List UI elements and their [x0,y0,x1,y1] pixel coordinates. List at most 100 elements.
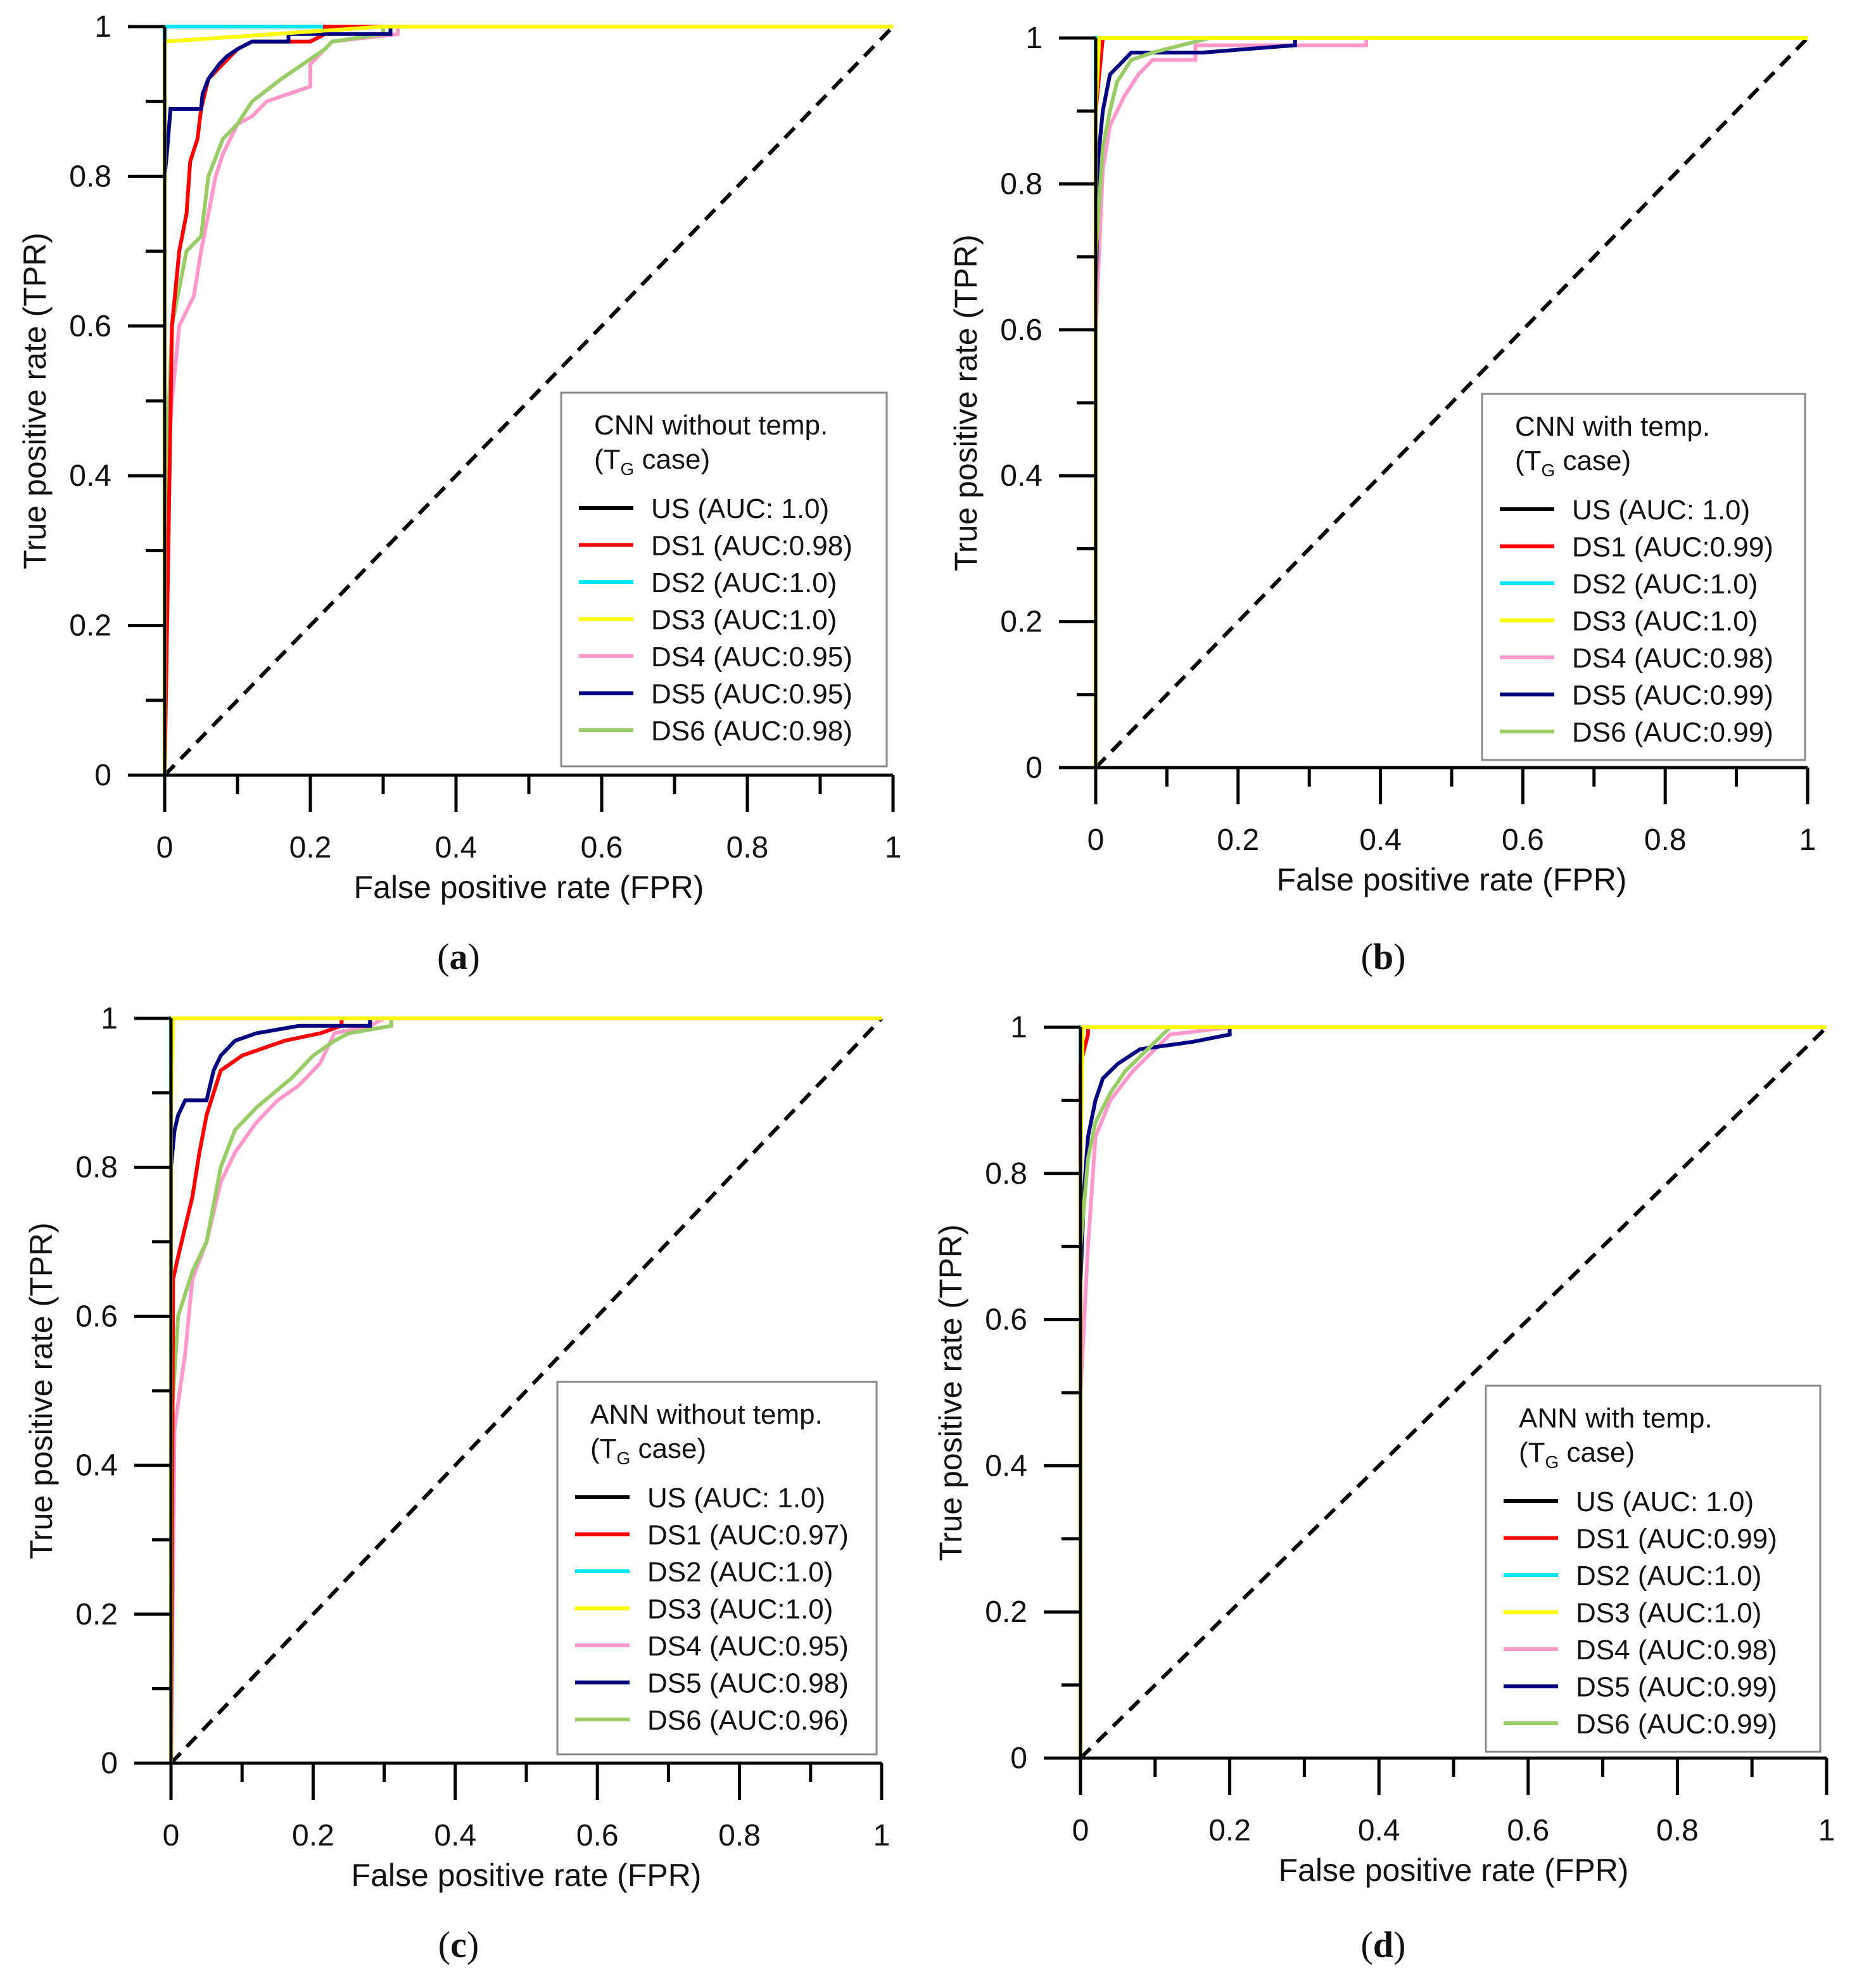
roc-curve-ds6 [169,1016,882,1763]
legend-entry: DS4 (AUC:0.98) [1572,643,1773,674]
y-tick-label: 0 [94,759,111,792]
y-axis-title: True positive rate (TPR) [23,1222,59,1559]
legend-subtitle: (TG case) [1515,445,1631,480]
caption-close: ) [468,936,480,977]
caption-letter: c [450,1924,467,1965]
y-tick-label: 0.6 [985,1303,1027,1337]
y-tick-label: 0.6 [1000,313,1043,347]
legend-subtitle-part: G [1542,460,1556,480]
legend-entry: US (AUC: 1.0) [1576,1486,1754,1517]
chance-diagonal [163,25,895,777]
legend-subtitle: (TG case) [590,1433,706,1468]
legend: CNN without temp.(TG case) US (AUC: 1.0) D… [560,391,888,768]
legend-entry: DS2 (AUC:1.0) [651,567,837,598]
legend-title: CNN without temp. [594,410,828,441]
legend-entry: DS5 (AUC:0.99) [1572,680,1773,711]
legend-entry: DS5 (AUC:0.99) [1576,1672,1777,1703]
roc-curve-ds6 [1094,36,1808,768]
y-tick-label: 0.8 [69,160,111,193]
legend-subtitle-part: G [621,459,635,479]
caption-letter: a [450,936,468,977]
legend-title: ANN with temp. [1519,1403,1713,1434]
legend-entry: DS2 (AUC:1.0) [647,1557,833,1588]
roc-curve-ds4 [1079,1025,1827,1758]
x-tick-label: 0.6 [1507,1814,1549,1847]
chance-diagonal [169,1016,884,1765]
legend-subtitle-part: (T [1519,1437,1545,1468]
y-tick-label: 0.2 [1000,605,1043,639]
legend-entry: DS1 (AUC:0.98) [651,531,852,562]
legend-entry: DS2 (AUC:1.0) [1576,1561,1761,1592]
y-tick-label: 0.8 [1000,167,1043,201]
panel-caption: (b) [1361,936,1406,977]
caption-close: ) [467,1924,479,1965]
legend-entry: US (AUC: 1.0) [651,493,829,524]
x-tick-label: 0.4 [434,1819,476,1852]
legend-title: CNN with temp. [1515,411,1710,442]
y-tick-label: 1 [1025,22,1043,55]
roc-panel-c: 0 0.2 0.4 0.6 0.8 1 0 0.2 0.4 0.6 0.8 1 False positi… [23,1002,890,1965]
x-tick-label: 0.4 [435,831,478,864]
roc-curve-ds6 [1079,1025,1827,1758]
legend-entry: DS3 (AUC:1.0) [651,605,837,636]
legend-subtitle-part: G [617,1448,631,1468]
y-tick-label: 0.4 [985,1449,1027,1483]
x-tick-label: 0.2 [292,1819,334,1852]
legend: CNN with temp.(TG case) US (AUC: 1.0) DS1 … [1481,393,1806,761]
legend-box [1481,393,1806,761]
legend-subtitle-part: case) [1555,445,1631,476]
caption-open: ( [1361,936,1373,977]
x-tick-label: 1 [1799,823,1816,857]
x-tick-label: 0.6 [576,1819,619,1852]
y-tick-label: 0.4 [1000,459,1043,493]
y-tick-label: 0.6 [69,310,111,343]
roc-panel-d: 0 0.2 0.4 0.6 0.8 1 0 0.2 0.4 0.6 0.8 1 False positi… [933,1011,1835,1965]
y-tick-label: 0.2 [985,1595,1027,1629]
panel-caption: (c) [438,1924,479,1965]
chance-diagonal [1079,1025,1828,1760]
x-tick-label: 0.8 [1644,823,1687,857]
legend-entry: DS4 (AUC:0.95) [651,642,852,673]
legend-entry: DS3 (AUC:1.0) [1576,1598,1761,1629]
x-axis-title: False positive rate (FPR) [1279,1852,1629,1888]
x-tick-label: 0.2 [1217,823,1259,857]
legend-entry: DS4 (AUC:0.95) [647,1631,849,1662]
legend-entry: DS3 (AUC:1.0) [1572,606,1758,637]
x-tick-label: 0 [1087,823,1105,857]
x-axis-title: False positive rate (FPR) [352,1858,702,1893]
x-tick-label: 1 [1818,1814,1835,1847]
y-tick-label: 0.4 [69,459,111,493]
chance-diagonal [1094,36,1809,769]
x-tick-label: 0.6 [1502,823,1544,857]
legend-entry: DS2 (AUC:1.0) [1572,569,1758,600]
legend-box [1485,1384,1822,1753]
y-tick-label: 1 [94,10,111,44]
y-tick-label: 0.6 [75,1300,118,1333]
x-tick-label: 0.8 [726,831,769,864]
legend-box [560,391,888,768]
caption-open: ( [1361,1924,1373,1965]
x-tick-label: 1 [873,1819,890,1852]
caption-open: ( [438,1924,450,1965]
y-tick-label: 0 [1010,1742,1027,1775]
roc-curve-ds5 [163,25,893,775]
x-tick-label: 0.4 [1359,823,1402,857]
legend-entry: DS6 (AUC:0.96) [647,1705,849,1736]
x-tick-label: 0.2 [289,831,332,864]
y-tick-label: 0.8 [985,1157,1027,1191]
x-tick-label: 0 [156,831,174,864]
x-tick-label: 1 [885,831,902,864]
caption-letter: b [1373,936,1393,977]
legend-entry: DS6 (AUC:0.99) [1576,1709,1777,1740]
legend-entry: DS3 (AUC:1.0) [647,1594,833,1625]
legend-entry: US (AUC: 1.0) [647,1483,825,1514]
legend-entry: DS1 (AUC:0.99) [1572,532,1773,563]
x-tick-label: 0.4 [1358,1814,1400,1847]
roc-curve-ds6 [163,25,893,775]
x-tick-label: 0.6 [581,831,623,864]
legend: ANN with temp.(TG case) US (AUC: 1.0) DS1 … [1485,1384,1822,1753]
x-tick-label: 0.8 [718,1819,761,1852]
legend-subtitle-part: (T [594,444,621,475]
legend-subtitle-part: case) [634,444,710,475]
